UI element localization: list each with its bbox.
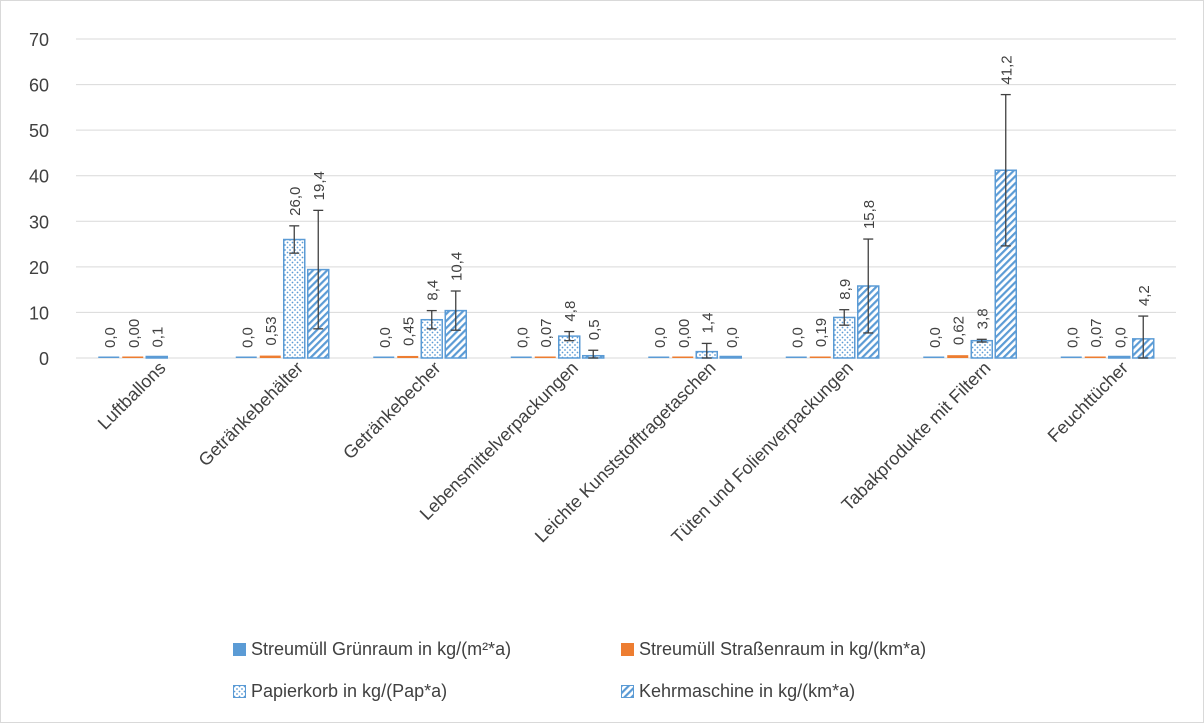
data-label: 3,8 — [975, 308, 992, 329]
legend-swatch-dotted — [233, 685, 246, 698]
y-tick-label: 10 — [29, 303, 49, 323]
legend-swatch-solid-blue — [233, 643, 246, 656]
data-label: 0,0 — [1112, 327, 1129, 348]
legend-item-series-1: Streumüll Grünraum in kg/(m²*a) — [233, 639, 511, 660]
data-label: 0,0 — [927, 327, 944, 348]
y-axis-ticks: 0 10 20 30 40 50 60 70 — [29, 30, 49, 369]
legend-label: Kehrmaschine in kg/(km*a) — [639, 681, 856, 701]
y-tick-label: 20 — [29, 258, 49, 278]
y-tick-label: 0 — [39, 349, 49, 369]
y-tick-label: 40 — [29, 167, 49, 187]
bar-chart: 0 10 20 30 40 50 60 70 0,0 0,00 0,1 0,0 0,53 26,0 19,… — [29, 30, 1176, 548]
y-tick-label: 70 — [29, 30, 49, 50]
legend-swatch-hatched — [621, 685, 634, 698]
gridlines — [76, 38, 1176, 359]
bar — [809, 356, 831, 358]
bar — [1108, 355, 1131, 359]
error-bars — [289, 93, 1149, 359]
data-label: 0,07 — [1088, 318, 1105, 347]
bar — [235, 356, 257, 358]
bar — [534, 356, 556, 358]
data-label: 4,2 — [1136, 285, 1153, 306]
x-tick-label: Lebensmittelverpackungen — [416, 358, 582, 524]
bar — [648, 356, 670, 358]
data-labels: 0,0 0,00 0,1 0,0 0,53 26,0 19,4 0,0 0,45 8,4 10,4 0… — [102, 55, 1154, 348]
data-label: 0,19 — [813, 318, 830, 347]
data-label: 0,0 — [1064, 327, 1081, 348]
y-tick-label: 50 — [29, 121, 49, 141]
bar — [947, 355, 969, 358]
data-label: 0,0 — [239, 327, 256, 348]
data-label: 4,8 — [562, 301, 579, 322]
bar — [122, 356, 144, 358]
bar — [970, 339, 993, 359]
data-label: 10,4 — [449, 252, 466, 281]
x-tick-label: Getränkebehälter — [195, 358, 307, 470]
legend-label: Papierkorb in kg/(Pap*a) — [251, 681, 448, 701]
bar — [283, 238, 306, 359]
data-label: 0,0 — [514, 327, 531, 348]
data-label: 41,2 — [999, 55, 1016, 84]
x-tick-label: Tabakprodukte mit Filtern — [838, 358, 995, 515]
data-label: 0,00 — [126, 319, 143, 348]
data-label: 1,4 — [700, 313, 717, 334]
legend-swatch-solid-orange — [621, 643, 634, 656]
bar — [1084, 356, 1106, 358]
bar — [672, 356, 694, 358]
data-label: 26,0 — [287, 187, 304, 216]
y-tick-label: 60 — [29, 76, 49, 96]
x-tick-label: Feuchttücher — [1044, 358, 1132, 446]
data-label: 8,4 — [425, 280, 442, 301]
x-axis-category-labels: Luftballons Getränkebehälter Getränkebeche… — [94, 358, 1132, 548]
bar — [719, 355, 742, 359]
bar — [510, 356, 532, 358]
data-label: 0,00 — [676, 319, 693, 348]
x-tick-label: Luftballons — [94, 358, 170, 434]
x-tick-label: Getränkebecher — [339, 358, 444, 463]
legend-item-series-3: Papierkorb in kg/(Pap*a) — [233, 681, 447, 702]
data-label: 0,1 — [150, 327, 167, 348]
bar — [1060, 356, 1082, 358]
bar — [373, 356, 395, 358]
data-label: 0,5 — [586, 319, 603, 340]
legend-label: Streumüll Straßenraum in kg/(km*a) — [639, 639, 927, 659]
data-label: 0,62 — [951, 316, 968, 345]
legend-label: Streumüll Grünraum in kg/(m²*a) — [251, 639, 512, 659]
data-label: 0,0 — [724, 327, 741, 348]
bar — [397, 355, 419, 358]
data-label: 0,0 — [102, 327, 119, 348]
data-label: 0,53 — [263, 316, 280, 345]
bar — [923, 356, 945, 358]
data-label: 0,0 — [652, 327, 669, 348]
bar — [145, 355, 168, 359]
data-label: 0,45 — [401, 317, 418, 346]
bar — [259, 355, 281, 358]
data-label: 8,9 — [837, 279, 854, 300]
data-label: 0,0 — [789, 327, 806, 348]
legend-item-series-4: Kehrmaschine in kg/(km*a) — [621, 681, 855, 702]
data-label: 0,0 — [377, 327, 394, 348]
y-tick-label: 30 — [29, 212, 49, 232]
legend-item-series-2: Streumüll Straßenraum in kg/(km*a) — [621, 639, 926, 660]
bar — [785, 356, 807, 358]
data-label: 15,8 — [861, 200, 878, 229]
data-label: 0,07 — [538, 318, 555, 347]
bar — [98, 356, 120, 358]
data-label: 19,4 — [311, 171, 328, 200]
bars — [98, 169, 1155, 359]
